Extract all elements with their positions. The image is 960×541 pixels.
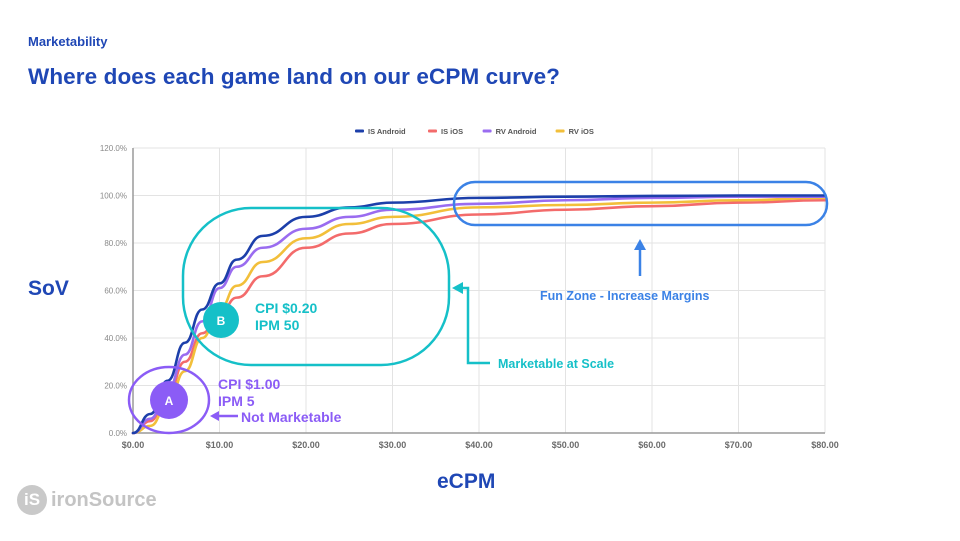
legend-label: IS iOS (441, 127, 463, 136)
legend-swatch-icon (555, 129, 565, 133)
y-tick-label: 100.0% (100, 192, 127, 201)
legend-swatch-icon (428, 129, 437, 133)
x-tick-label: $50.00 (552, 440, 580, 450)
logo-text: ironSource (51, 488, 157, 511)
ironsource-logo: iS ironSource (17, 485, 157, 515)
point-b-letter: B (217, 314, 226, 328)
y-tick-label: 20.0% (104, 382, 127, 391)
series-line-is-android (131, 194, 827, 435)
point-a-ipm: IPM 5 (218, 393, 255, 409)
legend-swatch-icon (482, 129, 492, 133)
x-axis-ticks: $0.00 $10.00 $20.00 $30.00 $40.00 $50.00 $60.0… (122, 440, 839, 450)
not-marketable-label: Not Marketable (241, 409, 342, 425)
legend-swatch-icon (355, 129, 364, 133)
fun-zone-arrowhead-icon (634, 239, 646, 250)
x-tick-label: $70.00 (725, 440, 753, 450)
y-tick-label: 0.0% (109, 429, 127, 438)
x-tick-label: $20.00 (292, 440, 320, 450)
point-a-cpi: CPI $1.00 (218, 376, 280, 392)
y-axis-title: SoV (28, 277, 69, 300)
point-a-letter: A (165, 394, 174, 408)
marketable-label: Marketable at Scale (498, 357, 614, 371)
x-tick-label: $60.00 (638, 440, 666, 450)
y-tick-label: 60.0% (104, 287, 127, 296)
point-b-ipm: IPM 50 (255, 317, 300, 333)
x-tick-label: $10.00 (206, 440, 234, 450)
y-axis-ticks: 0.0% 20.0% 40.0% 60.0% 80.0% 100.0% 120.0% (100, 144, 127, 438)
legend-label: RV iOS (569, 127, 594, 136)
chart-legend: IS Android IS iOS RV Android RV iOS (355, 127, 594, 136)
x-tick-label: $0.00 (122, 440, 145, 450)
not-marketable-arrowhead-icon (210, 411, 219, 421)
y-tick-label: 120.0% (100, 144, 127, 153)
point-a-marker (150, 381, 188, 419)
legend-label: RV Android (496, 127, 537, 136)
section-kicker: Marketability (28, 34, 108, 49)
x-tick-label: $30.00 (379, 440, 407, 450)
series-line-rv-ios (131, 196, 827, 435)
marketable-arrowhead-icon (452, 282, 463, 294)
x-tick-label: $40.00 (465, 440, 493, 450)
point-b-cpi: CPI $0.20 (255, 300, 317, 316)
marketable-zone-outline (181, 206, 451, 367)
marketable-connector (458, 286, 490, 365)
y-tick-label: 40.0% (104, 334, 127, 343)
page-title: Where does each game land on our eCPM cu… (28, 64, 561, 89)
logo-mark-icon: iS (17, 485, 47, 515)
fun-zone-outline (452, 180, 829, 227)
point-b-marker (203, 302, 239, 338)
chart-annotations: Fun Zone - Increase Margins Marketable a… (127, 180, 829, 435)
x-axis-title: eCPM (437, 470, 496, 493)
x-tick-label: $80.00 (811, 440, 839, 450)
legend-label: IS Android (368, 127, 406, 136)
not-marketable-outline (127, 365, 211, 435)
fun-zone-label: Fun Zone - Increase Margins (540, 289, 710, 303)
y-tick-label: 80.0% (104, 239, 127, 248)
series-line-rv-android (131, 195, 827, 435)
